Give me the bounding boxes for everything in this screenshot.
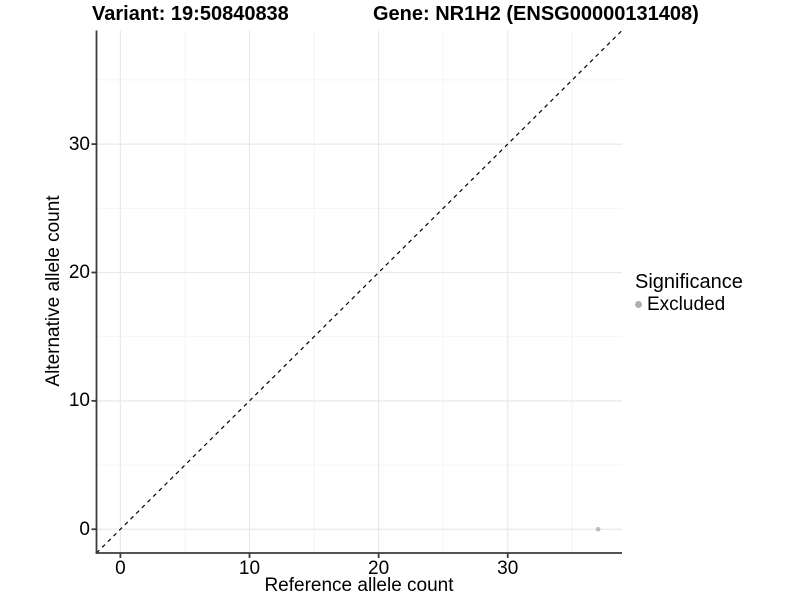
y-tick-label: 10	[68, 390, 90, 412]
x-tick-label: 30	[497, 558, 519, 579]
y-axis-title: Alternative allele count	[43, 195, 64, 387]
data-point	[595, 526, 601, 532]
y-tick-label: 0	[79, 518, 90, 540]
y-tick-label: 20	[68, 261, 90, 283]
x-tick-label: 20	[368, 558, 390, 579]
legend: Significance Excluded	[635, 271, 743, 315]
x-axis-title: Reference allele count	[264, 575, 454, 596]
x-tick-label: 10	[238, 558, 261, 579]
identity-dashed-line	[96, 30, 623, 554]
legend-item-excluded: Excluded	[635, 294, 743, 315]
legend-item-label: Excluded	[647, 294, 726, 315]
plot-title-gene: Gene: NR1H2 (ENSG00000131408)	[373, 3, 699, 25]
plot-title-variant: Variant: 19:50840838	[92, 3, 289, 25]
legend-point-icon	[635, 301, 642, 308]
legend-title: Significance	[635, 271, 743, 293]
x-tick-label: 0	[115, 558, 126, 579]
y-tick-label: 30	[68, 133, 90, 155]
